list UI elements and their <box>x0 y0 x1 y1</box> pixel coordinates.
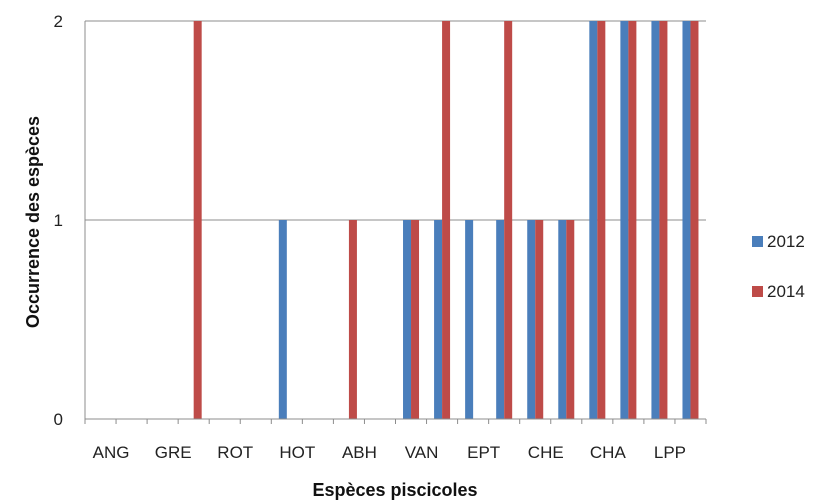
bar-2012-c11 <box>403 220 412 419</box>
y-tick-label: 0 <box>54 410 63 429</box>
bar-2014-CHA <box>348 220 357 419</box>
y-tick-labels: 0 1 2 <box>54 12 63 429</box>
bar-2012-c13 <box>465 220 474 419</box>
legend-swatch-2014 <box>752 286 763 297</box>
x-tick-label: GRE <box>155 443 192 462</box>
x-tick-label: HOT <box>279 443 315 462</box>
bar-2014-c20 <box>690 21 699 419</box>
bar-2012-c19 <box>651 21 660 419</box>
bar-2012-c12 <box>434 220 443 419</box>
bar-2014-c11 <box>411 220 420 419</box>
bar-2014-HOT <box>193 21 202 419</box>
x-tick-label: CHE <box>528 443 564 462</box>
x-tick-label: CHA <box>590 443 627 462</box>
x-axis-title: Espèces piscicoles <box>312 480 477 500</box>
x-tick-label: EPT <box>467 443 500 462</box>
bar-2012-c18 <box>620 21 629 419</box>
bar-2014-c12 <box>442 21 451 419</box>
bar-2012-EPT <box>278 220 287 419</box>
bar-2012-c20 <box>682 21 691 419</box>
x-tick-label: ANG <box>93 443 130 462</box>
bar-2014-c17 <box>597 21 606 419</box>
legend-label-2012: 2012 <box>767 232 805 251</box>
bar-2014-c19 <box>659 21 668 419</box>
legend-label-2014: 2014 <box>767 282 805 301</box>
bar-2014-c18 <box>628 21 637 419</box>
bar-2014-c16 <box>566 220 575 419</box>
x-tick-labels: ANG GRE ROT HOT ABH VAN EPT CHE CHA LPP <box>93 443 686 462</box>
bar-2014-c15 <box>535 220 544 419</box>
gridlines <box>85 20 706 221</box>
x-tick-label: VAN <box>405 443 439 462</box>
axes <box>84 21 707 424</box>
legend: 2012 2014 <box>752 232 805 301</box>
x-tick-label: ABH <box>342 443 377 462</box>
x-tick-label: LPP <box>654 443 686 462</box>
y-axis-title: Occurrence des espèces <box>23 116 43 328</box>
bar-2012-c17 <box>589 21 598 419</box>
x-tick-label: ROT <box>217 443 253 462</box>
y-tick-label: 2 <box>54 12 63 31</box>
bar-2012-c15 <box>527 220 536 419</box>
bar-2012-c14 <box>496 220 505 419</box>
legend-swatch-2012 <box>752 236 763 247</box>
bars <box>193 21 699 419</box>
bar-2014-c14 <box>504 21 513 419</box>
y-tick-label: 1 <box>54 211 63 230</box>
bar-2012-c16 <box>558 220 567 419</box>
